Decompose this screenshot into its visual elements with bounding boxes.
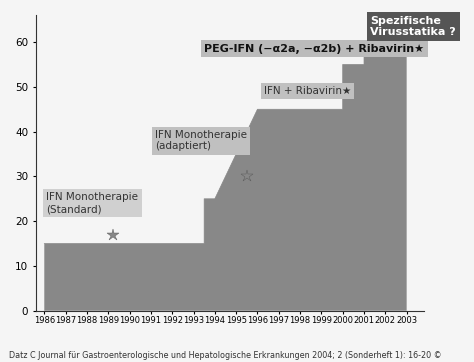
Polygon shape: [44, 42, 407, 311]
Text: PEG-IFN (−α2a, −α2b) + Ribavirin★: PEG-IFN (−α2a, −α2b) + Ribavirin★: [204, 44, 424, 54]
Text: Spezifische
Virusstatika ?: Spezifische Virusstatika ?: [370, 16, 456, 37]
Text: IFN Monotherapie
(adaptiert): IFN Monotherapie (adaptiert): [155, 130, 247, 151]
Text: Datz C Journal für Gastroenterologische und Hepatologische Erkrankungen 2004; 2 : Datz C Journal für Gastroenterologische …: [9, 351, 442, 360]
Text: IFN Monotherapie
(Standard): IFN Monotherapie (Standard): [46, 193, 138, 214]
Text: IFN + Ribavirin★: IFN + Ribavirin★: [264, 87, 351, 96]
